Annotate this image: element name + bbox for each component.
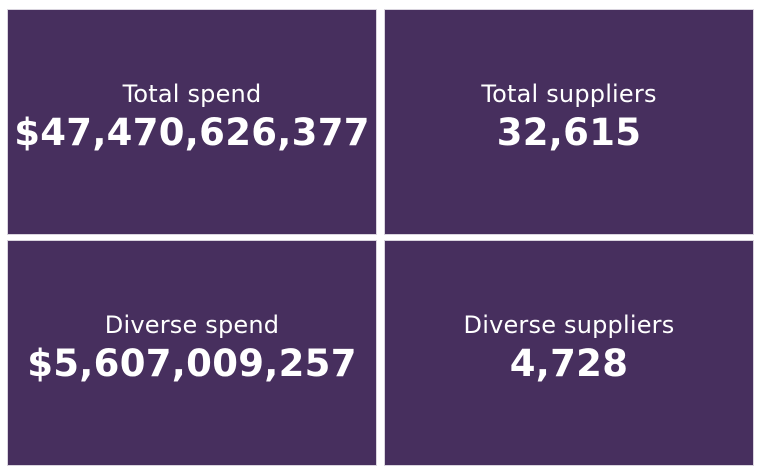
total-spend-card: Total spend $47,470,626,377 [7, 9, 377, 235]
total-spend-label: Total spend [122, 80, 262, 108]
total-suppliers-card: Total suppliers 32,615 [384, 9, 754, 235]
total-suppliers-value: 32,615 [496, 111, 642, 154]
diverse-spend-card: Diverse spend $5,607,009,257 [7, 240, 377, 466]
diverse-spend-value: $5,607,009,257 [27, 342, 357, 385]
total-suppliers-label: Total suppliers [481, 80, 657, 108]
diverse-suppliers-card: Diverse suppliers 4,728 [384, 240, 754, 466]
diverse-spend-label: Diverse spend [104, 311, 280, 339]
diverse-suppliers-label: Diverse suppliers [463, 311, 675, 339]
total-spend-value: $47,470,626,377 [14, 111, 370, 154]
diverse-suppliers-value: 4,728 [509, 342, 629, 385]
